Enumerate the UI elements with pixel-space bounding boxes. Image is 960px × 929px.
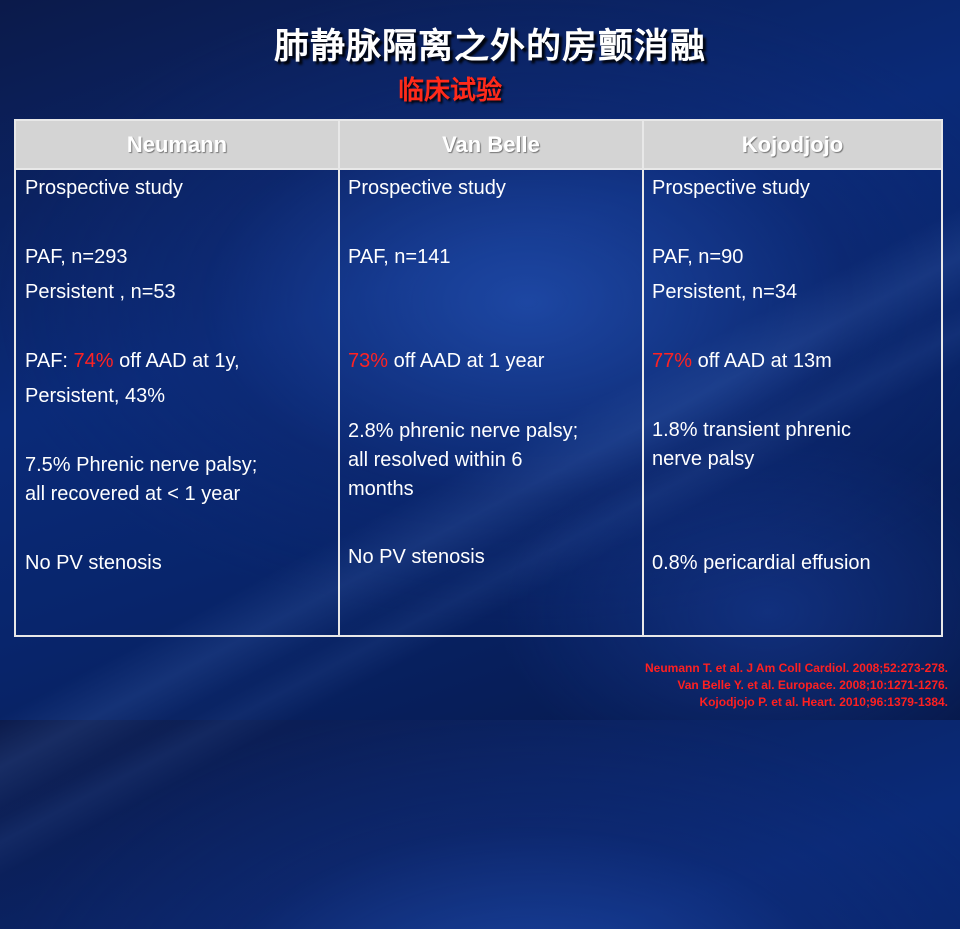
slide-title: 肺静脉隔离之外的房颤消融 xyxy=(273,27,706,67)
neumann-outcome: PAF: 74% off AAD at 1y, xyxy=(25,347,240,376)
vanbelle-palsy-line1: 2.8% phrenic nerve palsy; xyxy=(348,420,579,442)
vanbelle-outcome-suffix: off AAD at 1 year xyxy=(388,350,545,372)
kojodjojo-persistent-count: Persistent, n=34 xyxy=(652,281,798,303)
kojodjojo-paf-count: PAF, n=90 xyxy=(652,246,744,268)
kojodjojo-palsy-line1: 1.8% transient phrenic xyxy=(652,419,852,441)
reference-item: Kojodjojo P. et al. Heart. 2010;96:1379-… xyxy=(699,695,948,709)
neumann-outcome-percent: 74% xyxy=(73,350,114,372)
vanbelle-paf-count: PAF, n=141 xyxy=(348,246,451,268)
column-divider xyxy=(338,121,340,635)
column-header-van-belle: Van Belle xyxy=(340,121,642,168)
kojodjojo-palsy-line2: nerve palsy xyxy=(652,448,755,470)
neumann-palsy-line2: all recovered at < 1 year xyxy=(25,483,241,505)
column-divider xyxy=(642,121,644,635)
trials-table: Neumann Van Belle Kojodjojo Prospective … xyxy=(14,119,943,637)
vanbelle-stenosis: No PV stenosis xyxy=(348,546,485,568)
neumann-stenosis: No PV stenosis xyxy=(25,552,162,574)
vanbelle-outcome: 73% off AAD at 1 year xyxy=(348,347,544,376)
neumann-outcome-persistent: Persistent, 43% xyxy=(25,385,166,407)
kojodjojo-outcome: 77% off AAD at 13m xyxy=(652,347,832,376)
neumann-persistent-count: Persistent , n=53 xyxy=(25,281,176,303)
kojodjojo-outcome-percent: 77% xyxy=(652,350,693,372)
neumann-palsy-line1: 7.5% Phrenic nerve palsy; xyxy=(25,454,258,476)
vanbelle-palsy-line2: all resolved within 6 xyxy=(348,449,523,471)
column-header-kojodjojo: Kojodjojo xyxy=(644,121,941,168)
kojodjojo-effusion: 0.8% pericardial effusion xyxy=(652,552,871,574)
reference-item: Neumann T. et al. J Am Coll Cardiol. 200… xyxy=(645,661,948,675)
vanbelle-study-type: Prospective study xyxy=(348,177,506,199)
vanbelle-outcome-percent: 73% xyxy=(348,350,389,372)
kojodjojo-study-type: Prospective study xyxy=(652,177,810,199)
neumann-outcome-prefix: PAF: xyxy=(25,350,74,372)
reference-item: Van Belle Y. et al. Europace. 2008;10:12… xyxy=(677,678,948,692)
references: Neumann T. et al. J Am Coll Cardiol. 200… xyxy=(645,660,948,711)
neumann-outcome-suffix: off AAD at 1y, xyxy=(113,350,240,372)
vanbelle-palsy-line3: months xyxy=(348,478,414,500)
header-divider xyxy=(16,168,941,170)
neumann-study-type: Prospective study xyxy=(25,177,183,199)
column-header-neumann: Neumann xyxy=(16,121,338,168)
slide-subtitle: 临床试验 xyxy=(397,76,502,106)
neumann-paf-count: PAF, n=293 xyxy=(25,246,128,268)
kojodjojo-outcome-suffix: off AAD at 13m xyxy=(692,350,832,372)
